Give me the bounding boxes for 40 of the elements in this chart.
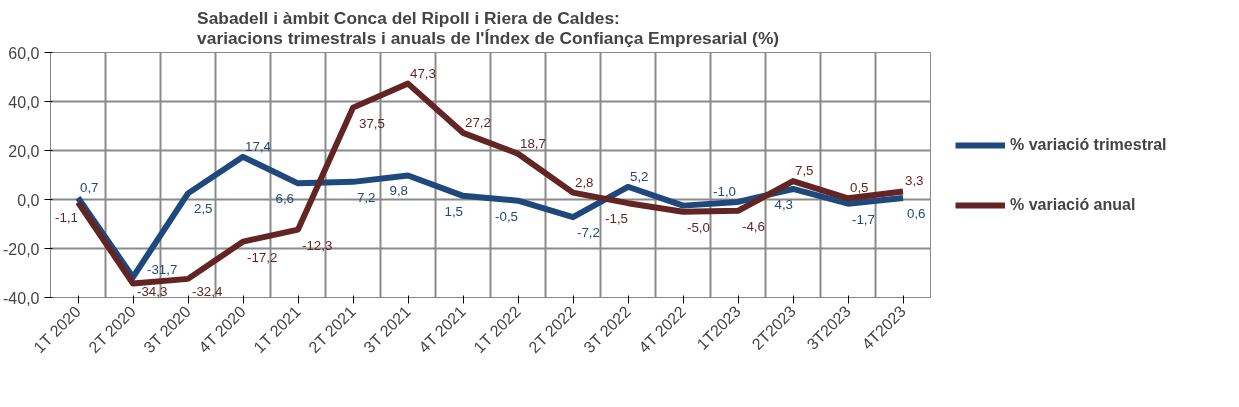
legend-label: % variació trimestral <box>1010 135 1167 154</box>
y-tick-label: -20,0 <box>3 240 40 258</box>
chart-title: Sabadell i àmbit Conca del Ripoll i Riera de Caldes: variacions trimestrals i anuals de l'Índex de Confiança Empresarial (%) <box>197 7 780 48</box>
y-tick-label: 60,0 <box>8 44 40 62</box>
data-label: 0,7 <box>80 179 99 195</box>
y-tick-label: 40,0 <box>8 93 40 111</box>
data-label: -1,1 <box>55 210 78 226</box>
data-label: 17,4 <box>245 138 272 154</box>
data-label: 3,3 <box>905 173 924 189</box>
data-label: 0,6 <box>907 206 926 222</box>
data-label: 47,3 <box>410 65 436 81</box>
data-label: 6,6 <box>275 191 294 207</box>
data-label: -34,3 <box>137 283 168 299</box>
data-label: -1,0 <box>713 183 736 199</box>
data-label: 27,2 <box>465 114 491 130</box>
data-label: 1,5 <box>444 203 463 219</box>
data-label: -4,6 <box>742 218 765 234</box>
y-tick-label: -40,0 <box>3 289 40 307</box>
data-label: 7,5 <box>795 163 814 179</box>
data-label: 0,5 <box>850 180 869 196</box>
data-label: -31,7 <box>147 262 178 278</box>
data-label: 4,3 <box>774 196 793 212</box>
legend-label: % variació anual <box>1010 195 1136 214</box>
data-label: -17,2 <box>247 249 278 265</box>
data-label: -12,3 <box>302 237 333 253</box>
data-label: 9,8 <box>389 183 408 199</box>
data-label: 7,2 <box>357 189 376 205</box>
data-label: 5,2 <box>630 168 649 184</box>
data-label: 2,5 <box>194 201 213 217</box>
y-tick-label: 0,0 <box>17 191 40 209</box>
data-label: -1,7 <box>852 211 875 227</box>
y-tick-label: 20,0 <box>8 142 40 160</box>
data-label: -1,5 <box>605 211 628 227</box>
data-label: -0,5 <box>495 208 518 224</box>
data-label: -7,2 <box>577 225 600 241</box>
data-label: 18,7 <box>520 135 546 151</box>
data-label: -5,0 <box>687 219 710 235</box>
data-label: 2,8 <box>575 174 594 190</box>
data-label: -32,4 <box>192 283 223 299</box>
data-label: 37,5 <box>359 115 385 131</box>
